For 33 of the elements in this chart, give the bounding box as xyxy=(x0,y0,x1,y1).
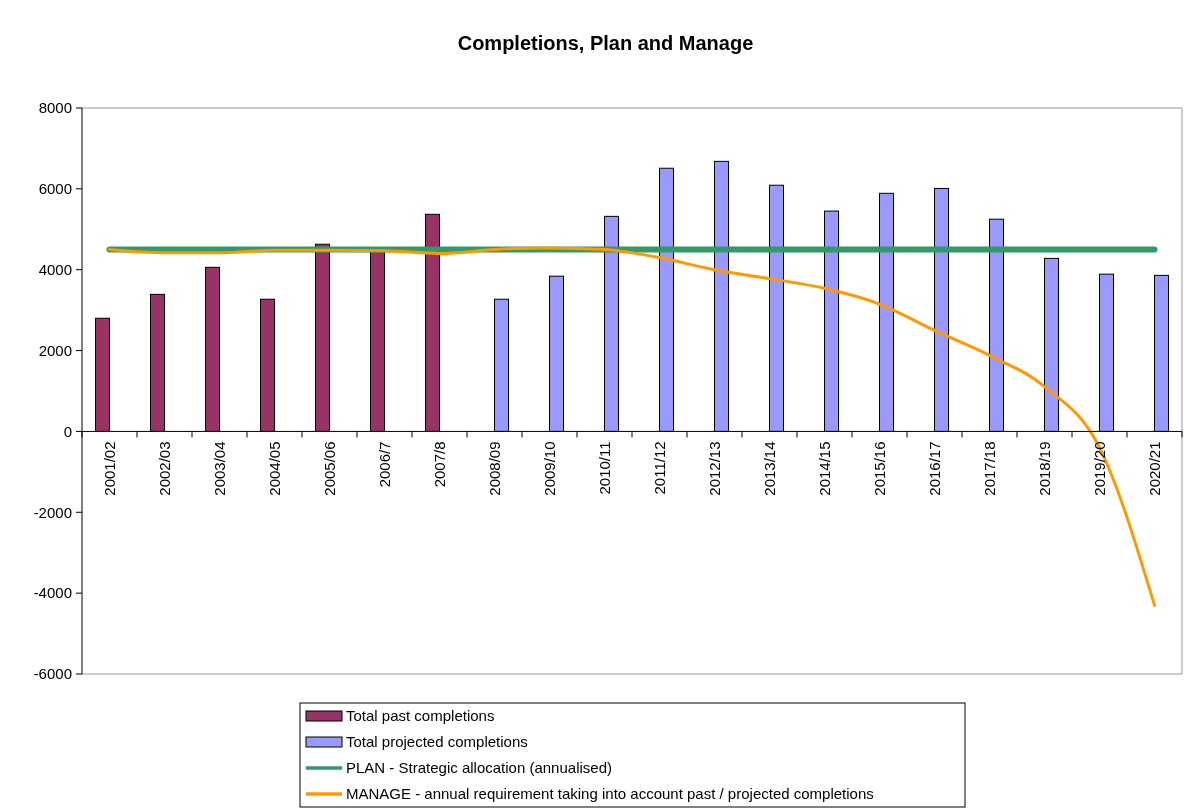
y-tick-label: 8000 xyxy=(38,99,72,117)
y-tick-label: -2000 xyxy=(33,503,72,521)
x-tick-label: 2006/7 xyxy=(375,441,393,488)
x-tick-label: 2013/14 xyxy=(760,441,778,496)
x-tick-label: 2014/15 xyxy=(815,441,833,496)
x-tick-label: 2012/13 xyxy=(705,441,723,496)
x-tick-label: 2015/16 xyxy=(870,441,888,496)
x-tick-label: 2020/21 xyxy=(1145,441,1163,496)
x-tick-label: 2005/06 xyxy=(320,441,338,496)
x-tick-label: 2016/17 xyxy=(925,441,943,496)
legend-label: Total projected completions xyxy=(346,733,528,751)
x-tick-label: 2017/18 xyxy=(980,441,998,496)
x-tick-label: 2008/09 xyxy=(485,441,503,496)
legend-label: Total past completions xyxy=(346,707,495,725)
y-tick-label: -6000 xyxy=(33,665,72,683)
x-tick-label: 2009/10 xyxy=(540,441,558,496)
x-tick-label: 2001/02 xyxy=(100,441,118,496)
legend-label: PLAN - Strategic allocation (annualised) xyxy=(346,759,612,777)
x-tick-label: 2011/12 xyxy=(650,441,668,495)
x-tick-label: 2002/03 xyxy=(155,441,173,496)
y-tick-label: 6000 xyxy=(38,180,72,198)
y-tick-label: 4000 xyxy=(38,260,72,278)
x-tick-label: 2007/8 xyxy=(430,441,448,488)
y-tick-label: -4000 xyxy=(33,584,72,602)
legend-label: MANAGE - annual requirement taking into account past / projected completions xyxy=(346,785,874,803)
chart-title: Completions, Plan and Manage xyxy=(457,32,754,54)
x-tick-label: 2010/11 xyxy=(595,441,613,495)
x-tick-label: 2019/20 xyxy=(1090,441,1108,496)
y-tick-label: 2000 xyxy=(38,341,72,359)
x-tick-label: 2003/04 xyxy=(210,441,228,496)
x-tick-label: 2004/05 xyxy=(265,441,283,496)
x-tick-label: 2018/19 xyxy=(1035,441,1053,496)
y-tick-label: 0 xyxy=(63,422,72,440)
